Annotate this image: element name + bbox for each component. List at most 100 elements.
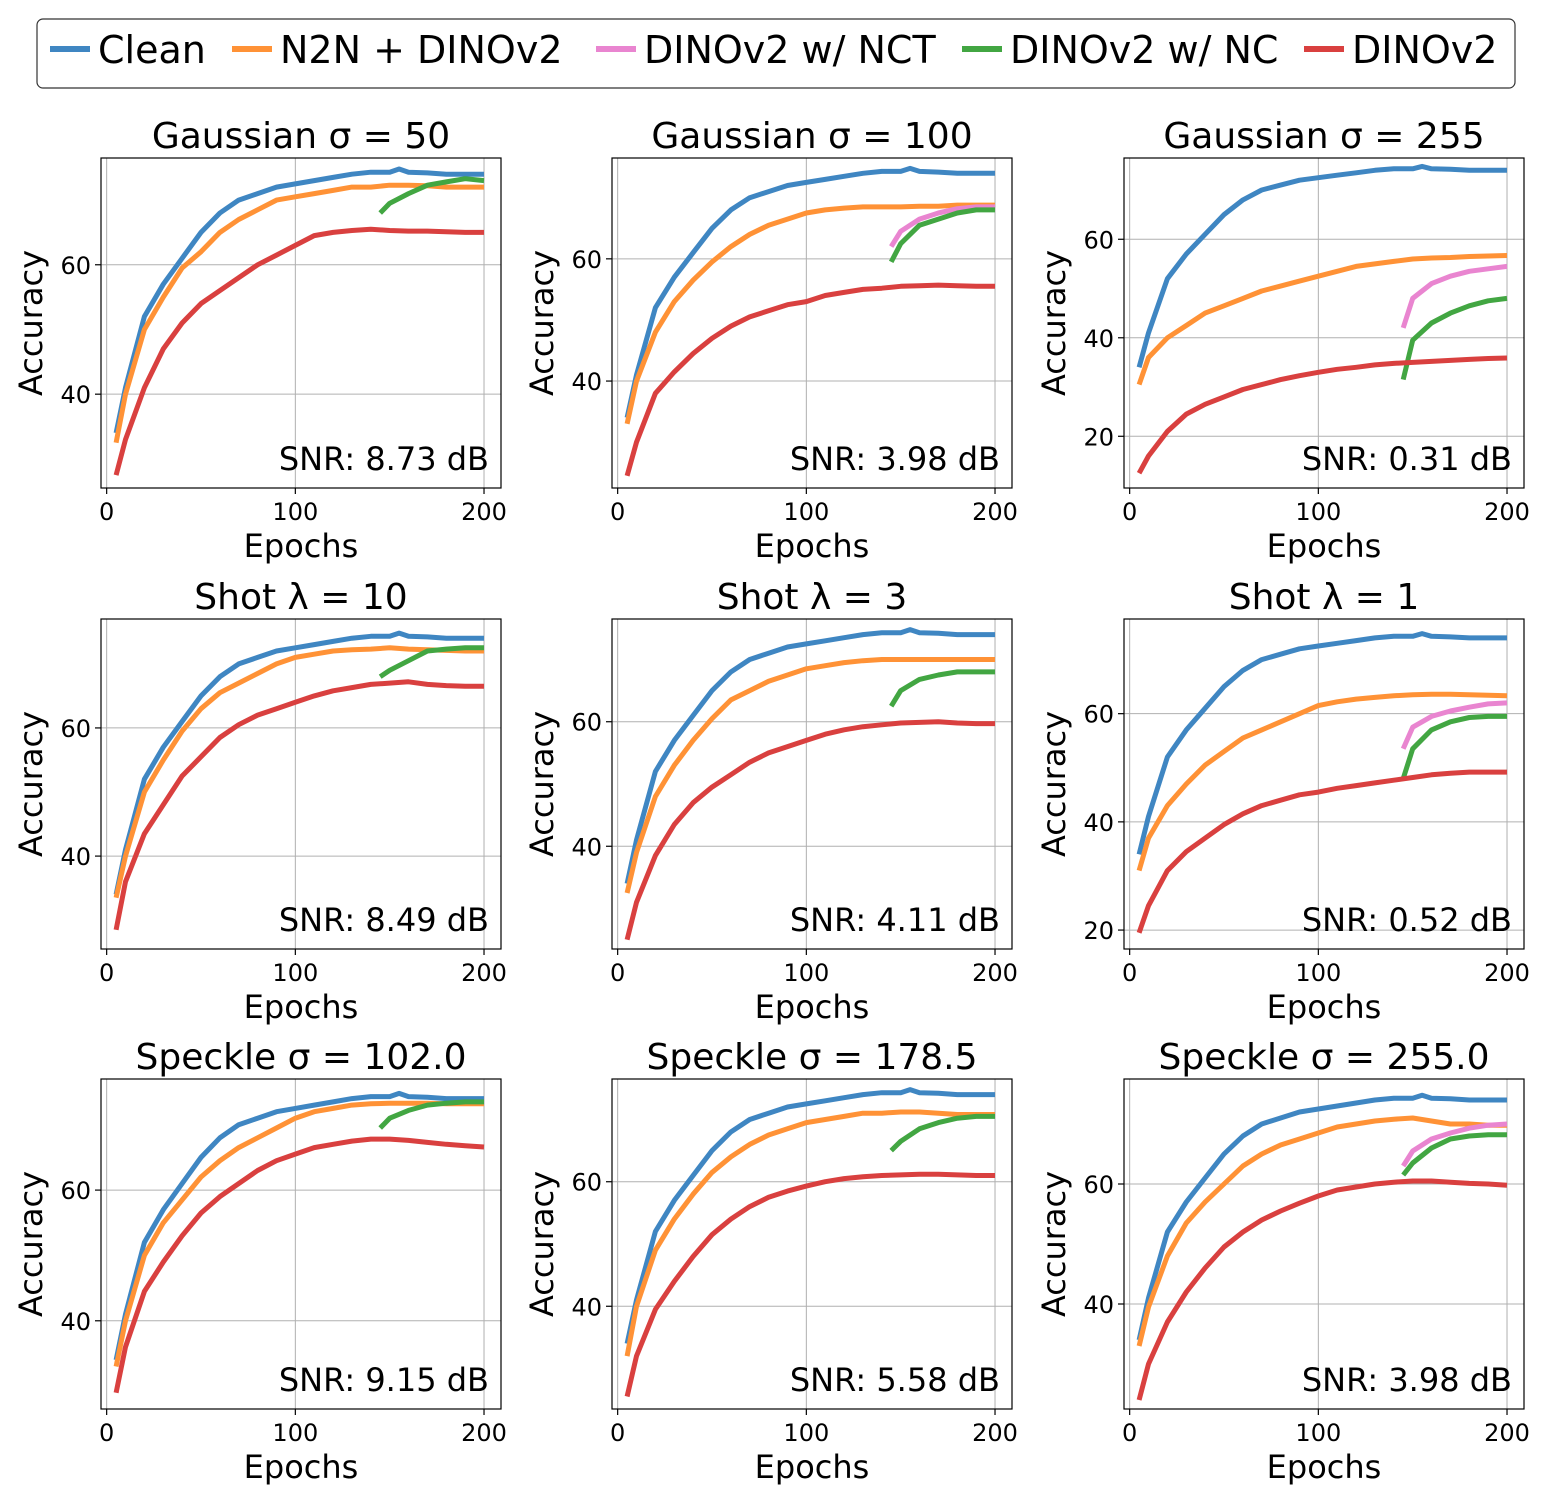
snr-annotation: SNR: 0.52 dB	[1302, 901, 1512, 939]
y-tick-label: 40	[60, 843, 91, 871]
x-axis-label: Epochs	[755, 527, 870, 565]
y-tick-label: 40	[571, 833, 602, 861]
subplot-shot-1: 0 100 200 20 40 60 Shot λ = 1 Epochs Accuracy SNR…	[1035, 577, 1530, 1026]
series-line-dinov2	[624, 1171, 995, 1398]
y-tick-label: 60	[571, 246, 602, 274]
snr-annotation: SNR: 0.31 dB	[1302, 440, 1512, 478]
plot-frame	[611, 157, 1013, 489]
series-line-n2n-dinov2	[113, 645, 484, 899]
x-tick-label: 0	[610, 959, 625, 987]
subplot-title: Speckle σ = 102.0	[135, 1037, 466, 1078]
y-axis-label: Accuracy	[523, 711, 561, 857]
plot-frame	[1123, 1078, 1525, 1410]
x-tick-label: 0	[99, 1419, 114, 1447]
x-tick-label: 0	[99, 959, 114, 987]
x-tick-label: 0	[99, 498, 114, 526]
series-line-dinov2-w-nct	[1400, 700, 1508, 750]
series-line-dinov2-w-nc	[378, 645, 484, 679]
legend-entry-clean: Clean	[50, 28, 206, 72]
snr-annotation: SNR: 9.15 dB	[279, 1361, 489, 1399]
x-tick-label: 200	[461, 498, 507, 526]
legend-entry-dinov2-w-nct: DINOv2 w/ NCT	[596, 28, 936, 72]
x-tick-label: 200	[972, 959, 1018, 987]
y-tick-label: 60	[1083, 226, 1114, 254]
series-line-dinov2-w-nct	[889, 204, 995, 248]
y-axis-label: Accuracy	[12, 250, 50, 396]
x-tick-label: 0	[610, 1419, 625, 1447]
y-tick-label: 60	[60, 252, 91, 280]
subplot-speckle-102-0: 0 100 200 40 60 Speckle σ = 102.0 Epochs Accura…	[12, 1037, 507, 1486]
x-tick-label: 100	[783, 498, 829, 526]
series-line-dinov2	[1136, 1178, 1508, 1401]
subplot-title: Speckle σ = 178.5	[646, 1037, 977, 1078]
x-tick-label: 100	[272, 1419, 318, 1447]
subplot-gaussian-100: 0 100 200 40 60 Gaussian σ = 100 Epochs Accurac…	[523, 116, 1018, 565]
series-line-n2n-dinov2	[1136, 253, 1508, 386]
snr-annotation: SNR: 5.58 dB	[790, 1361, 1000, 1399]
series-line-dinov2-w-nc	[889, 669, 995, 708]
series-line-n2n-dinov2	[624, 657, 995, 894]
y-tick-label: 60	[571, 709, 602, 737]
y-tick-label: 40	[1083, 1291, 1114, 1319]
subplot-grid: 0 100 200 40 60 Gaussian σ = 50 Epochs Accuracy…	[12, 116, 1530, 1486]
y-axis-label: Accuracy	[523, 1171, 561, 1317]
series-line-n2n-dinov2	[624, 1109, 995, 1357]
series-line-dinov2	[113, 226, 484, 476]
legend-label-n2n-dinov2: N2N + DINOv2	[280, 28, 563, 72]
series-line-clean	[624, 165, 995, 419]
legend-label-dinov2-w-nc: DINOv2 w/ NC	[1010, 28, 1278, 72]
series-line-clean	[1136, 1092, 1507, 1341]
x-tick-label: 200	[1484, 498, 1530, 526]
subplot-gaussian-50: 0 100 200 40 60 Gaussian σ = 50 Epochs Accuracy…	[12, 116, 507, 565]
x-axis-label: Epochs	[1267, 527, 1382, 565]
legend-entry-dinov2-w-nc: DINOv2 w/ NC	[962, 28, 1278, 72]
x-tick-label: 0	[610, 498, 625, 526]
y-axis-label: Accuracy	[12, 1171, 50, 1317]
x-tick-label: 0	[1122, 1419, 1137, 1447]
subplot-title: Gaussian σ = 50	[152, 116, 450, 157]
plot-frame	[611, 618, 1013, 950]
snr-annotation: SNR: 3.98 dB	[790, 440, 1000, 478]
y-axis-label: Accuracy	[1035, 1171, 1073, 1317]
x-tick-label: 0	[1122, 959, 1137, 987]
x-tick-label: 100	[1295, 959, 1341, 987]
x-axis-label: Epochs	[1267, 1448, 1382, 1486]
series-line-dinov2-w-nct	[1401, 1121, 1508, 1168]
subplot-title: Gaussian σ = 100	[651, 116, 972, 157]
x-axis-label: Epochs	[244, 988, 359, 1026]
x-tick-label: 200	[1484, 959, 1530, 987]
series-line-clean	[1136, 163, 1507, 368]
legend-frame	[36, 18, 1516, 89]
y-tick-label: 40	[571, 368, 602, 396]
series-line-dinov2-w-nc	[378, 1099, 484, 1130]
y-tick-label: 40	[60, 1308, 91, 1336]
series-line-dinov2-w-nc	[888, 207, 995, 264]
y-tick-label: 60	[1083, 701, 1114, 729]
y-tick-label: 40	[1083, 809, 1114, 837]
x-tick-label: 200	[1484, 1419, 1530, 1447]
series-line-dinov2	[113, 1136, 485, 1394]
snr-annotation: SNR: 8.49 dB	[279, 901, 489, 939]
series-line-dinov2-w-nc	[1400, 295, 1508, 381]
subplot-title: Gaussian σ = 255	[1163, 116, 1484, 157]
legend: Clean N2N + DINOv2 DINOv2 w/ NCT DINOv2 w/ …	[36, 18, 1516, 89]
y-axis-label: Accuracy	[1035, 711, 1073, 857]
x-tick-label: 200	[461, 1419, 507, 1447]
x-axis-label: Epochs	[755, 988, 870, 1026]
x-tick-label: 200	[972, 1419, 1018, 1447]
y-tick-label: 60	[60, 715, 91, 743]
y-tick-label: 60	[571, 1169, 602, 1197]
series-line-dinov2	[1136, 355, 1508, 475]
series-line-clean	[113, 166, 484, 434]
legend-entry-n2n-dinov2: N2N + DINOv2	[232, 28, 563, 72]
x-axis-label: Epochs	[755, 1448, 870, 1486]
series-line-dinov2	[624, 282, 995, 477]
y-tick-label: 60	[60, 1177, 91, 1205]
snr-annotation: SNR: 8.73 dB	[279, 440, 489, 478]
subplot-shot-3: 0 100 200 40 60 Shot λ = 3 Epochs Accuracy SNR: …	[523, 577, 1018, 1026]
series-line-n2n-dinov2	[113, 1100, 484, 1368]
series-line-dinov2	[624, 719, 995, 941]
subplot-title: Shot λ = 3	[717, 577, 908, 618]
y-axis-label: Accuracy	[12, 711, 50, 857]
series-line-dinov2	[1136, 769, 1507, 934]
